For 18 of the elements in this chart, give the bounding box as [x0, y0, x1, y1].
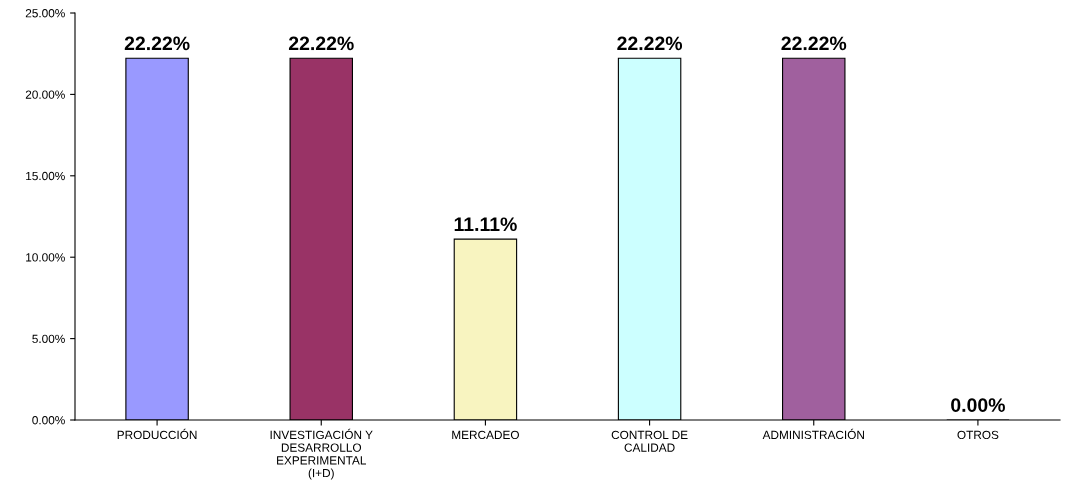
y-tick-label: 0.00%: [32, 416, 65, 425]
x-tick-label: PRODUCCIÓN: [117, 428, 197, 440]
data-label: 22.22%: [781, 36, 847, 51]
data-label: 22.22%: [124, 36, 190, 51]
data-label: 11.11%: [454, 217, 517, 232]
y-tick-label: 5.00%: [32, 334, 65, 343]
y-tick-label: 20.00%: [25, 90, 65, 99]
x-tick-label: OTROS: [957, 430, 999, 440]
y-tick-label: 10.00%: [26, 253, 65, 262]
data-label: 22.22%: [288, 36, 354, 51]
x-tick-label: CONTROL DE CALIDAD: [611, 430, 688, 452]
data-label: 22.22%: [617, 36, 683, 51]
y-tick-label: 25.00%: [25, 9, 65, 18]
x-tick-label: ADMINISTRACIÓN: [762, 428, 864, 440]
data-label: 0.00%: [951, 398, 1005, 412]
y-tick-label: 15.00%: [26, 171, 65, 181]
x-tick-label: MERCADEO: [452, 430, 519, 440]
x-tick-label: INVESTIGACIÓN Y DESARROLLO EXPERIMENTAL (I+D): [270, 428, 373, 480]
